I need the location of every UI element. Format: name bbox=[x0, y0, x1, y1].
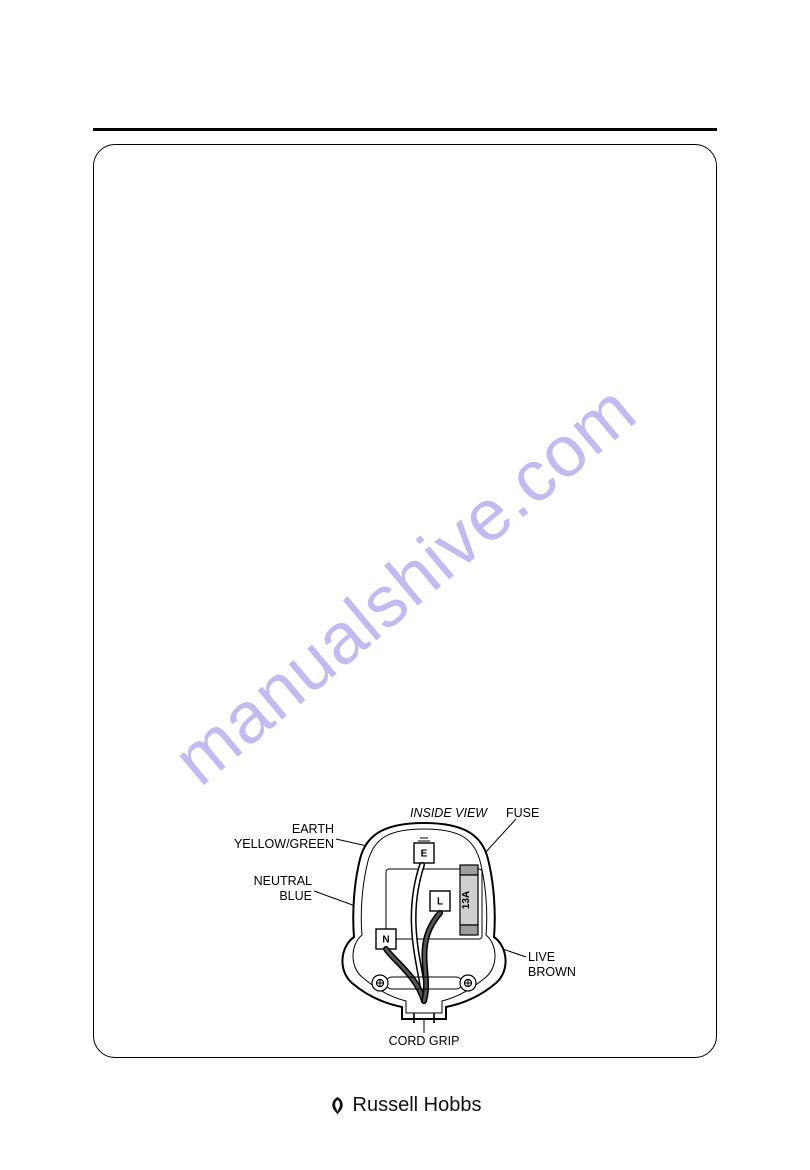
plug-wiring-diagram: INSIDE VIEW FUSE EARTH YELLOW/GREEN NEUT… bbox=[226, 805, 586, 1051]
earth-label-2: YELLOW/GREEN bbox=[234, 837, 334, 851]
brand-logo: Russell Hobbs bbox=[329, 1094, 482, 1117]
neutral-label-2: BLUE bbox=[279, 889, 312, 903]
pin-l-label: L bbox=[437, 897, 443, 908]
brand-name: Russell Hobbs bbox=[353, 1094, 482, 1117]
brand-icon bbox=[329, 1096, 347, 1116]
pin-e-label: E bbox=[421, 849, 428, 860]
neutral-label-1: NEUTRAL bbox=[254, 874, 312, 888]
fuse-rating: 13A bbox=[461, 891, 472, 909]
content-card: INSIDE VIEW FUSE EARTH YELLOW/GREEN NEUT… bbox=[93, 144, 717, 1058]
cord-grip-label: CORD GRIP bbox=[389, 1034, 460, 1048]
inside-view-label: INSIDE VIEW bbox=[410, 806, 488, 820]
live-label-2: BROWN bbox=[528, 965, 576, 979]
fuse-icon: 13A bbox=[460, 865, 478, 935]
live-label-1: LIVE bbox=[528, 950, 555, 964]
pin-n-label: N bbox=[382, 935, 389, 946]
horizontal-rule bbox=[93, 128, 717, 131]
earth-label-1: EARTH bbox=[292, 822, 334, 836]
fuse-label: FUSE bbox=[506, 806, 539, 820]
